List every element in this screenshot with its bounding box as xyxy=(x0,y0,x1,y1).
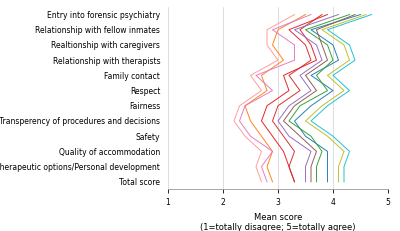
X-axis label: Mean score
(1=totally disagree; 5=totally agree): Mean score (1=totally disagree; 5=totall… xyxy=(200,213,356,231)
